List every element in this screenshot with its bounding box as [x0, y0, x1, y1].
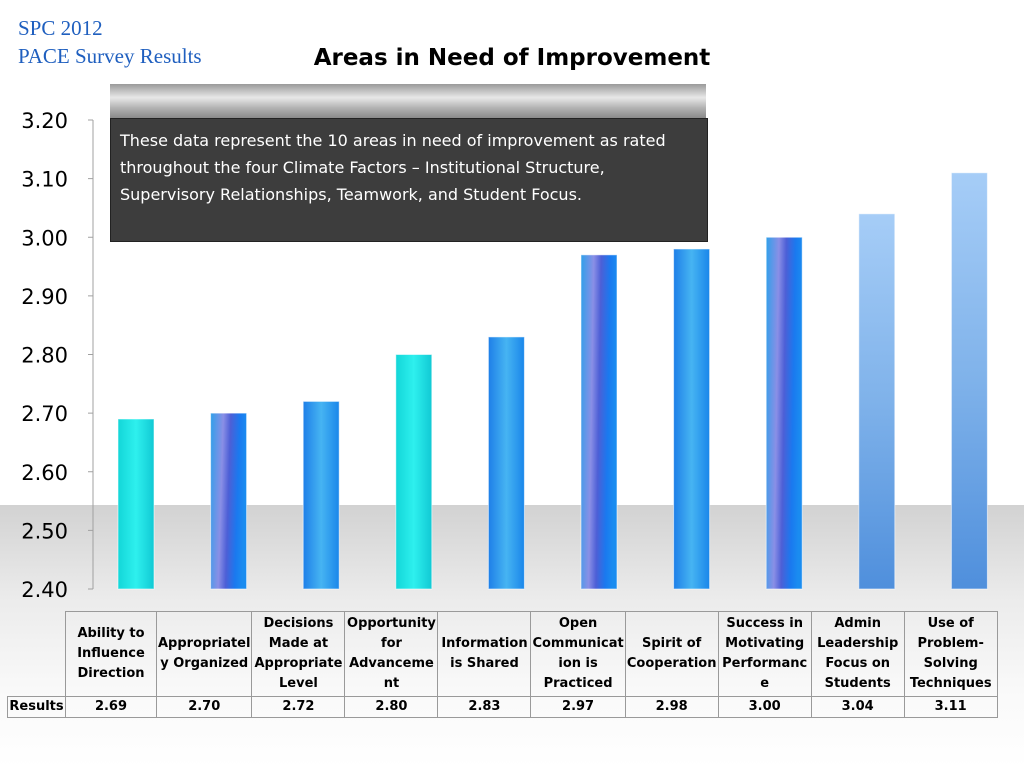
- value-cell-6: 2.97: [530, 696, 626, 718]
- value-cell-10: 3.11: [903, 696, 998, 718]
- value-cell-5: 2.83: [437, 696, 532, 718]
- value-cell-8: 3.00: [717, 696, 812, 718]
- table-header-row: Ability to Influence Direction Appropriatel…: [7, 611, 998, 697]
- value-cell-1: 2.69: [65, 696, 157, 718]
- category-label-9: Admin Leadership Focus on Students: [810, 611, 905, 697]
- bar-8: [765, 236, 803, 590]
- data-table: Ability to Influence Direction Appropriatel…: [7, 611, 998, 718]
- y-tick-label: 2.50: [21, 519, 68, 543]
- table-corner-cell: [7, 611, 66, 697]
- y-axis: 2.40 2.50 2.60 2.70 2.80 2.90 3.00 3.10 3.20: [21, 109, 94, 602]
- category-label-1: Ability to Influence Direction: [65, 611, 157, 697]
- corner-title: SPC 2012 PACE Survey Results: [18, 14, 202, 70]
- table-row-label: Results: [7, 696, 66, 718]
- y-tick-label: 3.20: [21, 109, 68, 133]
- table-values-row: Results 2.69 2.70 2.72 2.80 2.83 2.97 2.98 3.00…: [7, 696, 998, 718]
- value-cell-3: 2.72: [251, 696, 346, 718]
- bar-4: [395, 354, 433, 590]
- bar-1: [117, 418, 155, 590]
- corner-title-line1: SPC 2012: [18, 16, 103, 40]
- value-cell-2: 2.70: [155, 696, 253, 718]
- bar-9: [858, 213, 896, 590]
- y-tick-label: 3.00: [21, 226, 68, 250]
- y-tick-label: 3.10: [21, 168, 68, 192]
- y-tick-label: 2.90: [21, 285, 68, 309]
- bar-10: [950, 172, 988, 590]
- bar-2: [210, 412, 248, 590]
- category-label-2: Appropriatel y Organized: [155, 611, 253, 697]
- category-label-4: Opportunity for Advanceme nt: [344, 611, 439, 697]
- category-label-7: Spirit of Cooperation: [624, 611, 719, 697]
- callout-header-strip: [110, 84, 706, 118]
- category-label-5: Information is Shared: [437, 611, 532, 697]
- slide-title: Areas in Need of Improvement: [313, 45, 711, 71]
- value-cell-9: 3.04: [810, 696, 905, 718]
- y-tick-label: 2.40: [21, 578, 68, 602]
- value-cell-7: 2.98: [624, 696, 719, 718]
- category-label-8: Success in Motivating Performanc e: [717, 611, 812, 697]
- bars: [117, 172, 988, 590]
- bar-7: [673, 248, 711, 590]
- callout-box: These data represent the 10 areas in nee…: [110, 118, 708, 242]
- corner-title-line2: PACE Survey Results: [18, 44, 202, 68]
- category-label-10: Use of Problem- Solving Techniques: [903, 611, 998, 697]
- category-label-3: Decisions Made at Appropriate Level: [251, 611, 346, 697]
- bar-6: [580, 254, 618, 590]
- bar-3: [302, 400, 340, 590]
- y-tick-label: 2.80: [21, 344, 68, 368]
- y-tick-label: 2.60: [21, 461, 68, 485]
- value-cell-4: 2.80: [344, 696, 439, 718]
- bar-5: [487, 336, 525, 590]
- y-tick-label: 2.70: [21, 402, 68, 426]
- category-label-6: Open Communicat ion is Practiced: [530, 611, 626, 697]
